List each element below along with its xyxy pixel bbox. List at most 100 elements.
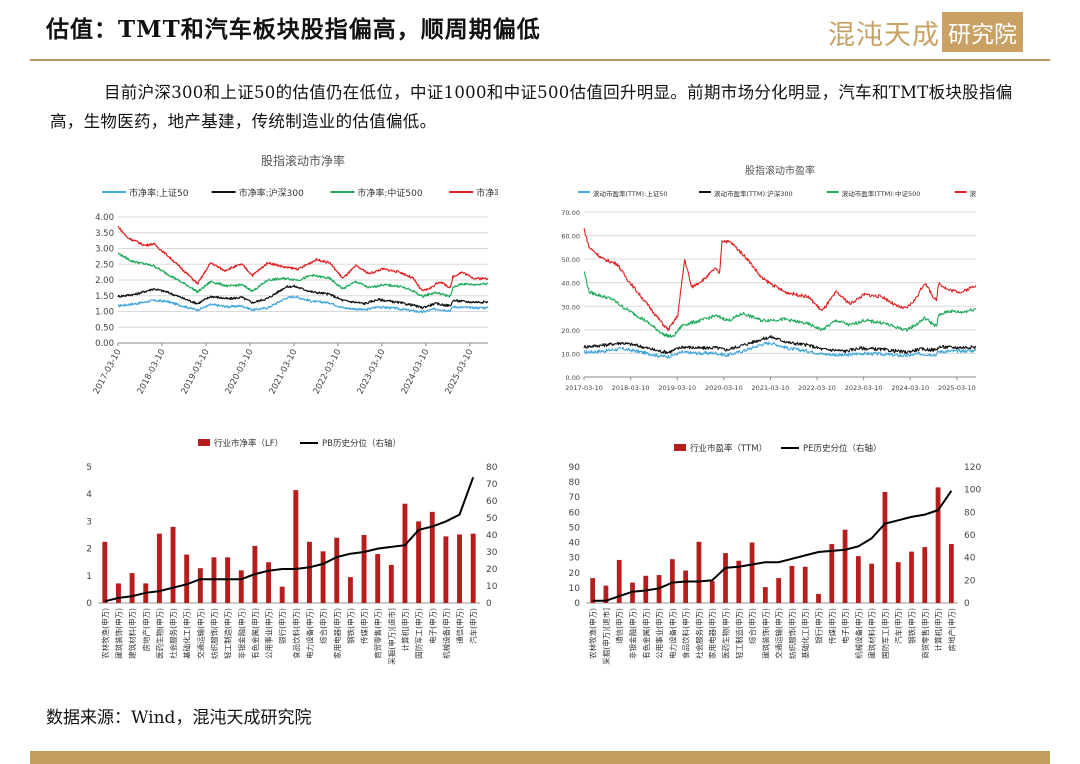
y-left-tick-label: 0 [86,599,92,609]
series-line-1 [117,295,489,314]
bar [709,581,715,603]
category-label: 农林牧渔(申万) [100,608,110,659]
x-tick-label: 2018-03-10 [136,348,168,395]
y-right-tick-label: 70 [486,480,498,490]
legend-label: 行业市净率（LF） [214,438,283,449]
bar [266,562,271,603]
y-right-tick-label: 120 [964,463,981,473]
bar [895,562,901,603]
category-label: 建筑材料(申万) [127,608,137,659]
category-label: 农林牧渔(申万) [588,608,598,659]
x-tick-label: 2023-03-10 [356,348,388,395]
bar [307,541,312,603]
intro-paragraph: 目前沪深300和上证50的估值仍在低位，中证1000和中证500估值回升明显。前… [50,83,1013,131]
bar [170,526,176,603]
category-label: 建筑装饰(申万) [760,608,770,659]
bar [922,547,928,603]
y-left-tick-label: 2 [86,545,92,555]
legend-label: PE历史分位（右轴） [803,443,882,454]
bar [603,585,609,603]
footer-bar [30,751,1050,764]
y-right-tick-label: 40 [964,554,976,564]
category-label: 汽车(申万) [468,608,478,644]
bar [402,503,408,603]
y-left-tick-label: 10 [569,584,581,594]
y-tick-label: 2.00 [95,276,114,286]
bar [129,573,135,603]
category-label: 建筑装饰(申万) [113,608,123,659]
brand-logo: 混沌天成 研究院 [828,12,1023,52]
category-label: 电子(申万) [427,608,437,644]
category-label: 钢铁(申万) [345,608,355,644]
chart-title: 股指滚动市盈率 [745,164,815,177]
bar [156,533,162,603]
category-label: 有色金属(申万) [641,608,651,659]
x-tick-label: 2019-03-10 [658,384,696,392]
x-tick-label: 2018-03-10 [612,384,650,392]
logo-box-text: 研究院 [942,12,1023,52]
category-label: 电力设备(申万) [304,608,314,659]
x-tick-label: 2017-03-10 [565,384,603,392]
y-left-tick-label: 4 [86,490,92,500]
category-label: 家用电器(申万) [707,608,717,659]
category-label: 交通运输(申万) [195,608,205,659]
category-label: 基础化工(申万) [800,608,810,659]
y-tick-label: 70.00 [561,209,580,217]
bar [116,583,121,603]
y-right-tick-label: 20 [486,565,498,575]
bar [630,582,635,603]
bar [802,566,808,603]
y-tick-label: 40.00 [561,280,580,288]
y-tick-label: 1.00 [95,308,114,318]
legend-label: 滚动市盈率(TTM):中证500 [842,189,921,198]
legend-label: 市净率:中证1000 [476,187,498,199]
percentile-line [104,476,475,603]
category-label: 房地产(申万) [141,608,151,651]
bar [320,551,326,603]
bar [197,568,203,603]
bar [736,560,742,603]
y-right-tick-label: 50 [486,514,498,524]
bar [416,521,422,603]
bar [184,554,190,603]
bar [816,593,821,603]
x-tick-label: 2025-03-10 [938,384,976,392]
category-label: 社会服务(申万) [168,608,178,659]
legend-label: 滚动市盈率(TTM):沪深300 [714,189,793,198]
category-label: 计算机(申万) [400,608,410,651]
category-label: 轻工制造(申万) [734,608,744,659]
y-right-tick-label: 60 [964,531,976,541]
y-left-tick-label: 80 [569,478,581,488]
bar [948,544,954,603]
bar [347,577,353,603]
legend-label: 市净率:中证500 [357,187,422,199]
category-label: 交通运输(申万) [774,608,784,659]
bar [723,553,728,603]
y-left-tick-label: 50 [569,523,581,533]
series-line-3 [117,252,488,298]
x-tick-label: 2024-03-10 [400,348,432,395]
y-tick-label: 3.50 [95,229,114,239]
x-tick-label: 2023-03-10 [845,384,883,392]
bar [470,533,476,603]
x-tick-label: 2021-03-10 [268,348,300,395]
x-tick-label: 2020-03-10 [224,348,256,395]
x-tick-label: 2022-03-10 [798,384,836,392]
y-right-tick-label: 30 [486,548,498,558]
category-label: 通信(申万) [455,608,465,644]
x-tick-label: 2019-03-10 [180,348,212,395]
y-tick-label: 20.00 [561,327,580,335]
x-tick-label: 2021-03-10 [752,384,790,392]
category-label: 综合(申万) [747,608,757,644]
category-label: 社会服务(申万) [694,608,704,659]
category-label: 非银金融(申万) [236,608,246,659]
bar [429,511,435,603]
y-left-tick-label: 1 [86,572,92,582]
category-label: 公用事业(申万) [264,608,274,659]
y-tick-label: 10.00 [561,350,580,358]
legend-label: 滚动市盈率(TTM):上证50 [593,189,667,198]
bar [443,536,449,603]
header-divider [30,59,1050,61]
y-right-tick-label: 20 [964,576,976,586]
